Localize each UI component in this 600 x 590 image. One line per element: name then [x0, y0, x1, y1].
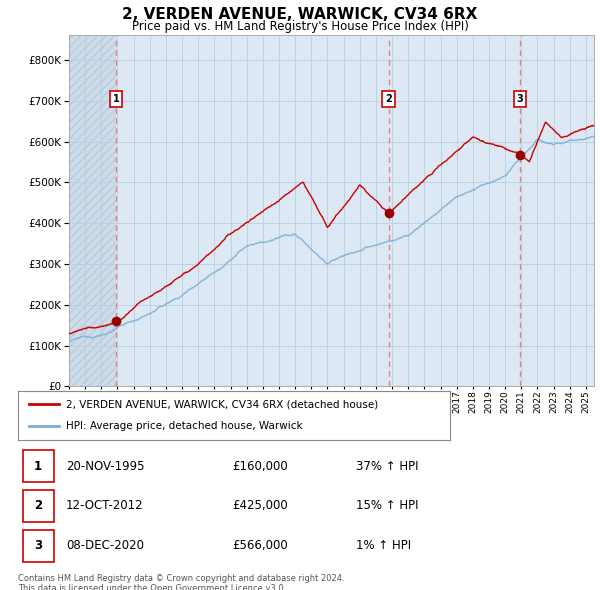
FancyBboxPatch shape — [23, 490, 53, 522]
Text: 08-DEC-2020: 08-DEC-2020 — [66, 539, 144, 552]
Text: 15% ↑ HPI: 15% ↑ HPI — [356, 499, 419, 513]
Text: 2: 2 — [34, 499, 42, 513]
Text: 12-OCT-2012: 12-OCT-2012 — [66, 499, 143, 513]
Text: £425,000: £425,000 — [232, 499, 288, 513]
Text: £566,000: £566,000 — [232, 539, 288, 552]
Text: 3: 3 — [34, 539, 42, 552]
Text: 2, VERDEN AVENUE, WARWICK, CV34 6RX (detached house): 2, VERDEN AVENUE, WARWICK, CV34 6RX (det… — [65, 399, 378, 409]
Text: 37% ↑ HPI: 37% ↑ HPI — [356, 460, 419, 473]
Text: 2, VERDEN AVENUE, WARWICK, CV34 6RX: 2, VERDEN AVENUE, WARWICK, CV34 6RX — [122, 7, 478, 22]
Text: Contains HM Land Registry data © Crown copyright and database right 2024.
This d: Contains HM Land Registry data © Crown c… — [18, 574, 344, 590]
Text: £160,000: £160,000 — [232, 460, 288, 473]
FancyBboxPatch shape — [23, 530, 53, 562]
Text: 20-NOV-1995: 20-NOV-1995 — [66, 460, 145, 473]
Bar — [69, 35, 116, 386]
Text: 2: 2 — [385, 94, 392, 104]
FancyBboxPatch shape — [23, 450, 53, 481]
Text: 1: 1 — [112, 94, 119, 104]
Text: HPI: Average price, detached house, Warwick: HPI: Average price, detached house, Warw… — [65, 421, 302, 431]
Text: Price paid vs. HM Land Registry's House Price Index (HPI): Price paid vs. HM Land Registry's House … — [131, 20, 469, 33]
Text: 3: 3 — [517, 94, 524, 104]
Text: 1% ↑ HPI: 1% ↑ HPI — [356, 539, 412, 552]
Text: 1: 1 — [34, 460, 42, 473]
